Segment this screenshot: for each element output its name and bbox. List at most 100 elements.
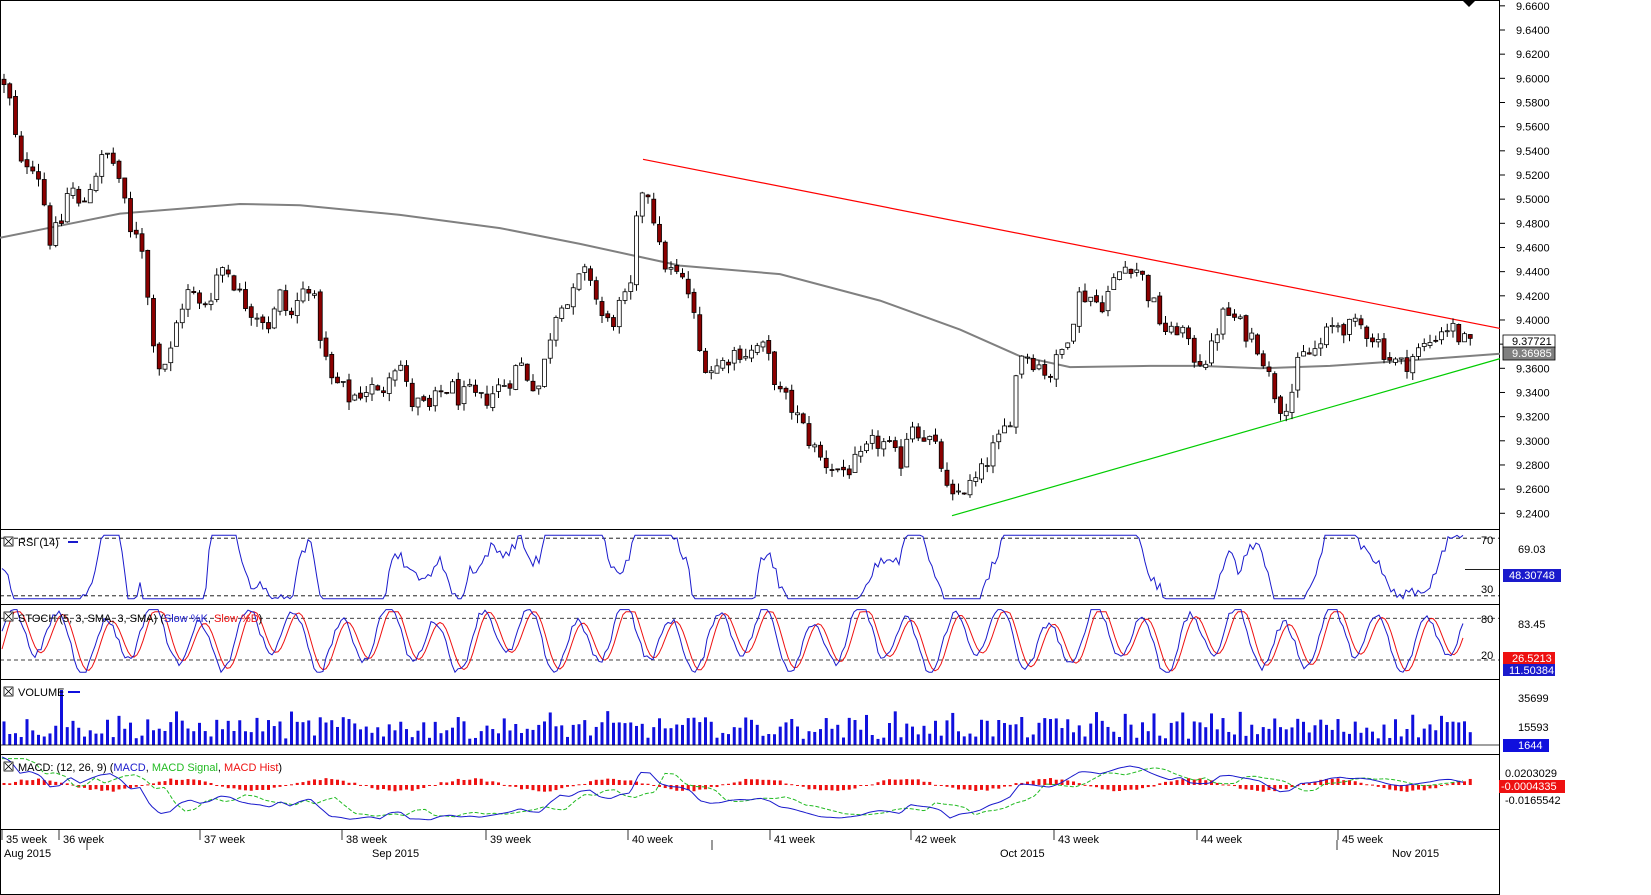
macd-hist-bar — [692, 785, 696, 792]
volume-bar — [554, 726, 558, 745]
volume-bar — [830, 728, 834, 745]
volume-bar — [295, 721, 299, 745]
rsi-legend[interactable]: RSI (14) — [3, 536, 78, 549]
macd-hist-bar — [65, 783, 69, 785]
candle-body — [381, 390, 386, 394]
volume-bar — [244, 731, 247, 745]
macd-hist-bar — [531, 785, 535, 791]
ma-path — [0, 202, 1501, 370]
volume-bar — [1411, 714, 1415, 745]
macd-hist-bar — [1135, 785, 1139, 790]
volume-bar — [1445, 722, 1449, 745]
volume-bar — [905, 723, 909, 745]
volume-legend[interactable]: VOLUME — [3, 686, 80, 699]
stoch-legend[interactable]: STOCH (5, 3, SMA, 3, SMA) (Slow %K, Slow… — [3, 611, 262, 625]
candle-body — [766, 340, 772, 354]
candle-body — [1163, 322, 1168, 333]
candle-body — [737, 348, 743, 360]
volume-bar — [847, 717, 851, 745]
macd-hist-bar — [1348, 780, 1351, 785]
candle-body — [1450, 322, 1456, 332]
candle-body — [513, 365, 519, 390]
macd-hist-bar — [554, 785, 558, 791]
price-tick-label: 9.4600 — [1516, 242, 1550, 254]
macd-hist-bar — [445, 782, 449, 785]
volume-bar — [658, 718, 661, 745]
scroll-marker-icon[interactable] — [1462, 0, 1476, 7]
volume-bar — [1181, 712, 1185, 745]
candle-body — [674, 265, 680, 272]
macd-hist-bar — [267, 785, 270, 790]
price-axis: 9.6600 9.6400 9.6200 9.6000 9.5800 9.5600 9.54… — [1500, 1, 1550, 520]
macd-hist-bar — [1256, 785, 1259, 791]
candle-body — [1186, 327, 1191, 340]
macd-hist-bar — [428, 785, 431, 786]
macd-hist-bar — [1457, 780, 1461, 785]
stoch-k-label: 11.50384 — [1509, 665, 1554, 677]
volume-bar — [54, 725, 58, 745]
ma-value-label: 9.36985 — [1512, 348, 1552, 360]
macd-hist-bar — [962, 785, 966, 790]
volume-bar — [1026, 737, 1029, 745]
volume-bar — [548, 712, 552, 745]
candle-body — [892, 440, 898, 449]
week-label: 36 week — [63, 834, 104, 846]
volume-bar — [1118, 736, 1121, 745]
volume-bar — [520, 732, 523, 745]
rsi-axis-top: 69.03 — [1518, 544, 1546, 556]
candle-body — [220, 267, 225, 276]
macd-hist-bar — [911, 779, 914, 785]
macd-hist-bar — [232, 785, 236, 789]
volume-bar — [485, 725, 489, 745]
candle-body — [36, 171, 41, 180]
candle-body — [789, 389, 795, 413]
candle-body — [616, 299, 622, 328]
macd-hist-bar — [1175, 780, 1179, 785]
candle-body — [881, 441, 887, 450]
candle-body — [87, 189, 93, 204]
macd-hist-bar — [416, 785, 420, 790]
candle-body — [363, 392, 369, 397]
macd-hist-bar — [658, 785, 661, 787]
price-tick-label: 9.6600 — [1516, 1, 1550, 13]
macd-hist-bar — [612, 778, 615, 785]
volume-bar — [629, 722, 633, 745]
candle-body — [1191, 337, 1197, 363]
macd-hist-bar — [353, 782, 357, 785]
candle-body — [1243, 315, 1249, 342]
macd-hist-bar — [410, 785, 414, 791]
candle-body — [547, 339, 553, 359]
candle-body — [1416, 347, 1421, 357]
volume-bar — [1440, 715, 1443, 745]
macd-hist-bar — [853, 785, 857, 789]
rsi-panel — [0, 529, 1500, 605]
candle-body — [869, 434, 875, 444]
volume-bar — [853, 720, 857, 745]
volume-bar — [186, 728, 190, 745]
macd-hist-bar — [152, 783, 155, 785]
volume-bar — [1365, 727, 1369, 745]
macd-hist-bar — [755, 779, 759, 785]
stoch-level-20: 20 — [1481, 650, 1493, 662]
candle-body — [818, 444, 823, 458]
macd-hist-bar — [888, 779, 891, 785]
macd-hist-bar — [778, 780, 782, 785]
volume-bar — [416, 730, 420, 745]
candle-body — [1214, 334, 1220, 344]
candlesticks — [1, 73, 1473, 501]
volume-bar — [842, 737, 845, 745]
candle-body — [496, 384, 501, 392]
macd-legend[interactable]: MACD: (12, 26, 9) (MACD, MACD Signal, MA… — [3, 761, 282, 774]
macd-hist-bar — [905, 779, 909, 785]
candle-body — [110, 152, 116, 164]
macd-hist-bar — [1445, 784, 1449, 786]
candle-body — [898, 446, 904, 469]
candle-body — [18, 135, 24, 162]
trendline — [642, 158, 1501, 330]
candle-body — [1467, 334, 1473, 339]
macd-hist-bar — [980, 785, 983, 790]
candle-body — [461, 386, 467, 405]
candle-body — [1398, 357, 1404, 360]
volume-bar — [1003, 723, 1006, 745]
macd-hist-bar — [468, 779, 472, 785]
